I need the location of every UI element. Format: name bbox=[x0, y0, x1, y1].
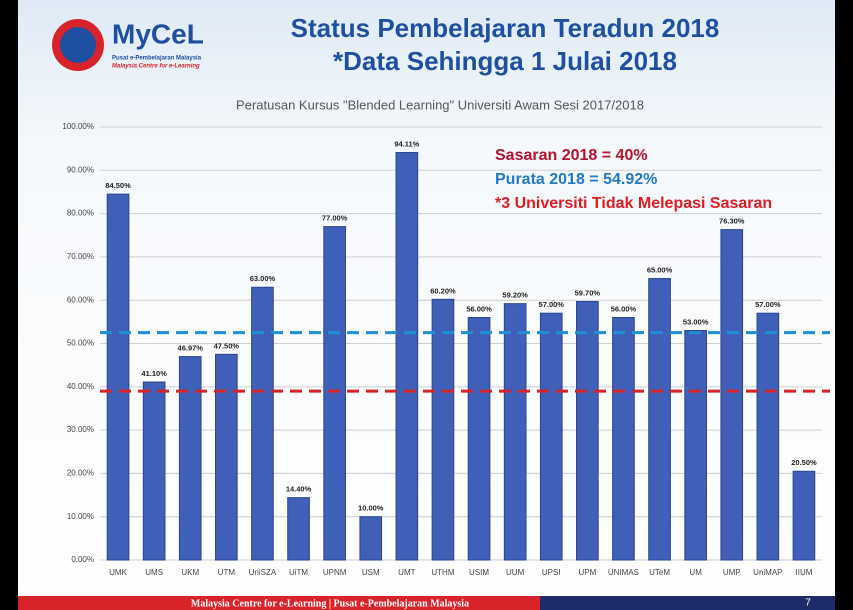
x-tick-label: UMK bbox=[109, 568, 127, 577]
bar bbox=[684, 330, 707, 561]
data-label: 47.50% bbox=[214, 341, 240, 350]
bar bbox=[287, 497, 310, 561]
y-tick-label: 80.00% bbox=[67, 209, 94, 218]
data-label: 56.00% bbox=[611, 305, 637, 314]
footer-bar bbox=[18, 596, 540, 610]
bar bbox=[539, 312, 563, 561]
x-tick-label: UPM bbox=[578, 568, 596, 577]
footer-bar bbox=[540, 596, 835, 610]
data-label: 57.00% bbox=[539, 300, 565, 309]
x-tick-label: UMS bbox=[145, 568, 163, 577]
data-label: 63.00% bbox=[250, 274, 276, 283]
y-tick-label: 10.00% bbox=[67, 512, 94, 521]
data-label: 65.00% bbox=[647, 266, 673, 275]
bar bbox=[395, 152, 419, 561]
bar bbox=[576, 300, 599, 561]
logo-line: Malaysia Centre for e-Learning bbox=[112, 64, 200, 70]
slide-title: *Data Sehingga 1 Julai 2018 bbox=[333, 46, 677, 76]
x-tick-label: UM bbox=[689, 568, 702, 577]
logo-name: MyCeL bbox=[112, 18, 204, 49]
bar bbox=[106, 193, 130, 561]
x-tick-label: UKM bbox=[181, 568, 199, 577]
bar bbox=[323, 226, 346, 561]
y-tick-label: 70.00% bbox=[67, 252, 94, 261]
y-tick-label: 90.00% bbox=[67, 165, 94, 174]
x-tick-label: UNIMAS bbox=[608, 568, 639, 577]
y-tick-label: 60.00% bbox=[67, 295, 94, 304]
x-tick-label: UMT bbox=[398, 568, 415, 577]
data-label: 60.20% bbox=[430, 286, 456, 295]
logo-icon-inner bbox=[60, 27, 96, 63]
data-label: 84.50% bbox=[105, 181, 131, 190]
bar bbox=[720, 229, 744, 561]
bar bbox=[142, 381, 166, 561]
annotation: Sasaran 2018 = 40% bbox=[495, 147, 648, 164]
x-tick-label: USIM bbox=[469, 568, 489, 577]
y-tick-label: 50.00% bbox=[67, 339, 94, 348]
bar bbox=[215, 353, 238, 561]
data-label: 94.11% bbox=[394, 139, 419, 148]
x-tick-label: UPNM bbox=[323, 568, 347, 577]
data-label: 59.70% bbox=[575, 288, 601, 297]
bar bbox=[612, 317, 635, 561]
data-label: 14.40% bbox=[286, 485, 312, 494]
x-tick-label: UniSZA bbox=[249, 568, 277, 577]
x-tick-label: UTeM bbox=[649, 568, 670, 577]
annotation: *3 Universiti Tidak Melepasi Sasaran bbox=[495, 195, 772, 212]
data-label: 59.20% bbox=[502, 291, 528, 300]
data-label: 77.00% bbox=[322, 214, 348, 223]
x-tick-label: UniMAP bbox=[753, 568, 782, 577]
x-tick-label: UTHM bbox=[431, 568, 454, 577]
x-tick-label: UTM bbox=[218, 568, 236, 577]
bar bbox=[467, 317, 491, 561]
bar bbox=[431, 298, 455, 561]
data-label: 76.30% bbox=[719, 217, 745, 226]
x-tick-label: UPSI bbox=[542, 568, 561, 577]
x-tick-label: IIUM bbox=[796, 568, 813, 577]
data-label: 53.00% bbox=[683, 317, 709, 326]
bar bbox=[178, 356, 202, 561]
y-tick-label: 0.00% bbox=[71, 555, 94, 564]
logo-line: Pusat e-Pembelajaran Malaysia bbox=[112, 56, 202, 62]
slide-title: Status Pembelajaran Teradun 2018 bbox=[291, 13, 720, 43]
slide-background bbox=[18, 0, 835, 610]
y-tick-label: 20.00% bbox=[67, 469, 94, 478]
y-tick-label: 40.00% bbox=[67, 382, 94, 391]
x-tick-label: USM bbox=[362, 568, 380, 577]
bar bbox=[503, 303, 527, 561]
data-label: 10.00% bbox=[358, 504, 384, 513]
bar bbox=[359, 516, 383, 561]
data-label: 41.10% bbox=[141, 369, 167, 378]
annotation: Purata 2018 = 54.92% bbox=[495, 171, 657, 188]
data-label: 56.00% bbox=[466, 305, 492, 314]
page-number: 7 bbox=[805, 598, 811, 609]
bar bbox=[251, 286, 274, 561]
x-tick-label: UiTM bbox=[289, 568, 308, 577]
y-tick-label: 100.00% bbox=[62, 122, 94, 131]
footer-text: Malaysia Centre for e-Learning | Pusat e… bbox=[191, 598, 469, 609]
data-label: 57.00% bbox=[755, 300, 781, 309]
y-tick-label: 30.00% bbox=[67, 425, 94, 434]
x-tick-label: UUM bbox=[506, 568, 525, 577]
chart-title: Peratusan Kursus "Blended Learning" Univ… bbox=[236, 97, 644, 112]
data-label: 20.50% bbox=[791, 458, 817, 467]
data-label: 46.97% bbox=[178, 344, 204, 353]
bar bbox=[648, 278, 671, 561]
bar bbox=[756, 312, 780, 561]
x-tick-label: UMP bbox=[723, 568, 741, 577]
bar bbox=[792, 470, 816, 561]
